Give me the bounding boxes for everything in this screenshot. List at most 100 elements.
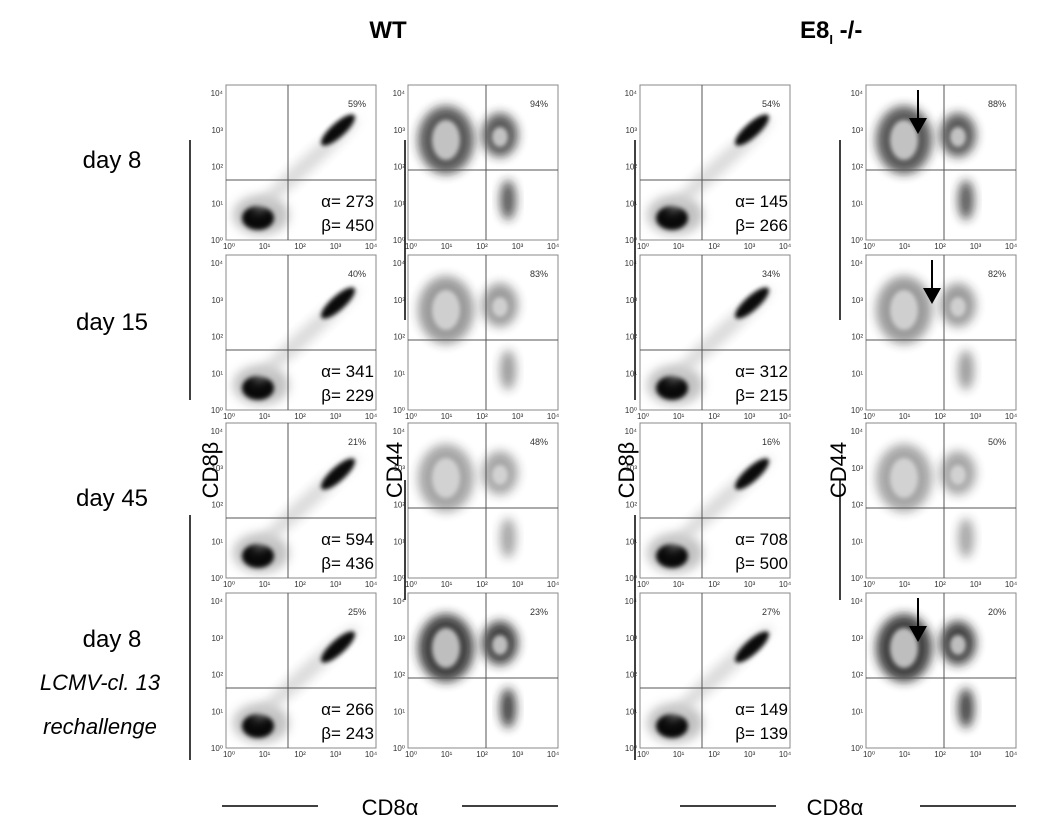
tick-label: 10³ [744,580,756,589]
cell-cloud [958,518,974,558]
tick-label: 10⁰ [211,236,223,245]
x-axis-label: CD8α [362,795,419,820]
tick-label: 10³ [211,296,223,305]
tick-label: 10³ [744,750,756,759]
cell-cloud [950,465,966,485]
beta-count: β= 139 [735,724,788,743]
cell-cloud [734,287,770,319]
plot-dots [647,455,773,573]
tick-label: 10¹ [851,707,863,716]
tick-label: 10² [934,750,946,759]
tick-label: 10⁴ [1005,412,1018,421]
percent-label: 88% [988,99,1006,109]
tick-label: 10¹ [625,707,637,716]
cell-cloud [958,350,974,390]
tick-label: 10² [851,671,863,680]
tick-label: 10⁰ [863,580,875,589]
cell-cloud [500,180,516,220]
tick-label: 10² [708,412,720,421]
tick-label: 10⁰ [211,406,223,415]
tick-label: 10⁴ [547,412,560,421]
tick-label: 10⁰ [625,236,637,245]
cell-cloud [656,376,688,400]
cell-cloud [492,127,508,147]
percent-label: 21% [348,437,366,447]
tick-label: 10⁴ [365,242,378,251]
tick-label: 10⁰ [625,574,637,583]
tick-label: 10² [934,412,946,421]
tick-label: 10¹ [393,369,405,378]
cell-cloud [320,287,356,319]
tick-label: 10¹ [673,750,685,759]
percent-label: 48% [530,437,548,447]
beta-count: β= 500 [735,554,788,573]
tick-label: 10³ [330,750,342,759]
tick-label: 10² [708,242,720,251]
percent-label: 94% [530,99,548,109]
tick-label: 10⁰ [851,744,863,753]
tick-label: 10³ [330,580,342,589]
percent-label: 23% [530,607,548,617]
tick-label: 10² [476,750,488,759]
cell-cloud [734,631,770,663]
tick-label: 10¹ [899,412,911,421]
alpha-count: α= 145 [735,192,788,211]
tick-label: 10³ [970,242,982,251]
tick-label: 10³ [512,412,524,421]
arrow-head [909,118,927,134]
tick-label: 10¹ [259,750,271,759]
tick-label: 10¹ [211,369,223,378]
y-axis-label: CD44 [826,442,851,498]
cell-cloud [320,114,356,146]
cell-cloud [242,714,274,738]
tick-label: 10³ [211,634,223,643]
arrow-head [909,626,927,642]
tick-label: 10¹ [899,580,911,589]
tick-label: 10² [708,580,720,589]
tick-label: 10¹ [673,242,685,251]
tick-label: 10⁰ [393,744,405,753]
tick-label: 10⁴ [779,242,792,251]
tick-label: 10⁴ [1005,242,1018,251]
tick-label: 10¹ [393,199,405,208]
tick-label: 10² [476,412,488,421]
row-sublabel: LCMV-cl. 13 [40,670,161,695]
tick-label: 10⁴ [211,89,224,98]
cell-cloud [656,544,688,568]
tick-label: 10³ [970,750,982,759]
tick-label: 10¹ [899,242,911,251]
cell-cloud [320,458,356,490]
cell-cloud [492,297,508,317]
tick-label: 10³ [512,750,524,759]
cell-cloud [958,688,974,728]
tick-label: 10⁴ [547,242,560,251]
tick-label: 10⁴ [851,89,864,98]
cell-cloud [500,688,516,728]
plot-dots [418,614,518,728]
tick-label: 10² [211,333,223,342]
tick-label: 10³ [512,242,524,251]
tick-label: 10⁴ [625,89,638,98]
cell-cloud [242,544,274,568]
tick-label: 10² [934,242,946,251]
tick-label: 10⁴ [625,597,638,606]
row-label: day 45 [76,485,148,512]
cell-cloud [320,631,356,663]
tick-label: 10⁴ [211,259,224,268]
percent-label: 40% [348,269,366,279]
cell-cloud [958,180,974,220]
tick-label: 10³ [625,126,637,135]
tick-label: 10⁰ [405,242,417,251]
row-label: day 8 [83,626,142,653]
tick-label: 10³ [970,580,982,589]
tick-label: 10³ [393,634,405,643]
cell-cloud [492,635,508,655]
tick-label: 10⁴ [393,427,406,436]
plot-dots [418,106,518,220]
tick-label: 10⁰ [625,406,637,415]
